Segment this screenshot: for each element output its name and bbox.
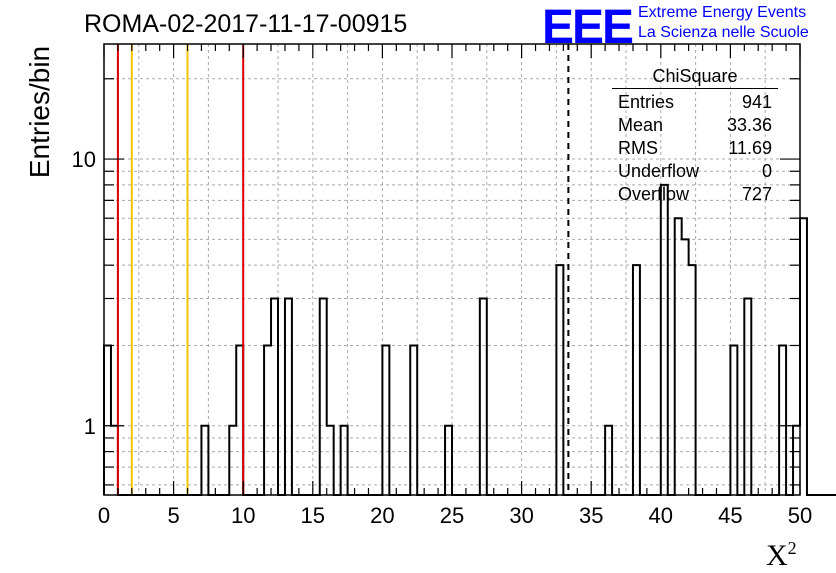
stats-value: 33.36	[726, 115, 772, 135]
histogram-bin	[661, 185, 668, 495]
stats-row: Mean 33.36	[612, 114, 778, 137]
x-axis-label-main: X	[766, 539, 788, 572]
stats-label: Overflow	[618, 184, 690, 204]
eee-logo: EEE	[542, 1, 634, 54]
stats-label: Mean	[618, 115, 664, 135]
stats-value: 727	[741, 184, 772, 204]
x-tick-label: 25	[440, 503, 464, 528]
stats-box: ChiSquare Entries 941 Mean 33.36 RMS 11.69 …	[612, 66, 778, 206]
stats-value: 0	[761, 161, 772, 181]
histogram-bars	[103, 183, 836, 496]
stats-label: Entries	[618, 92, 675, 112]
histogram-bin	[689, 265, 696, 495]
stats-row: RMS 11.69	[612, 137, 778, 160]
histogram-outline	[103, 183, 836, 496]
histogram-bin	[285, 299, 292, 495]
x-tick-label: 35	[579, 503, 603, 528]
x-axis-label: X2	[766, 538, 797, 573]
histogram-bin	[480, 299, 487, 495]
histogram-bin	[264, 345, 271, 495]
x-tick-label: 45	[718, 503, 742, 528]
x-tick-label: 0	[98, 503, 110, 528]
stats-value: 11.69	[728, 138, 772, 158]
x-tick-label: 10	[231, 503, 255, 528]
histogram-bin	[104, 345, 111, 495]
y-tick-label: 1	[84, 414, 96, 439]
x-tick-label: 20	[370, 503, 394, 528]
logo-caption-line2: La Scienza nelle Scuole	[638, 24, 809, 41]
stats-label: RMS	[618, 138, 658, 158]
x-tick-label: 15	[301, 503, 325, 528]
x-tick-label: 50	[788, 503, 812, 528]
stats-label: Underflow	[618, 161, 700, 181]
histogram-bin	[236, 345, 243, 495]
axis-ticks	[103, 44, 801, 495]
x-tick-label: 5	[167, 503, 179, 528]
stats-value: 941	[741, 92, 772, 112]
x-tick-label: 40	[649, 503, 673, 528]
histogram-bin	[382, 345, 389, 495]
chart-title: ROMA-02-2017-11-17-00915	[84, 10, 408, 38]
reference-lines	[116, 44, 570, 495]
logo-caption-line1: Extreme Energy Events	[638, 4, 807, 21]
histogram-bin	[320, 299, 327, 495]
stats-row: Entries 941	[612, 91, 778, 114]
x-axis-label-sup: 2	[787, 538, 797, 558]
stats-title: ChiSquare	[612, 66, 778, 89]
histogram-bin	[410, 345, 417, 495]
stats-row: Overflow 727	[612, 183, 778, 206]
histogram-bin	[682, 239, 689, 495]
histogram-bin	[675, 218, 682, 495]
tick-labels: 0 5 10 15 20 25 30 35 40 45 50 1 10	[72, 147, 813, 528]
histogram-bin	[556, 265, 563, 495]
histogram-bin	[779, 345, 786, 495]
x-tick-label: 30	[509, 503, 533, 528]
histogram-bin	[744, 299, 751, 495]
y-tick-label: 10	[72, 147, 96, 172]
histogram-bin	[633, 265, 640, 495]
histogram-bin	[271, 299, 278, 495]
y-axis-label: Entries/bin	[24, 45, 55, 179]
histogram-bin	[800, 218, 807, 495]
stats-row: Underflow 0	[612, 160, 778, 183]
histogram-bin	[730, 345, 737, 495]
